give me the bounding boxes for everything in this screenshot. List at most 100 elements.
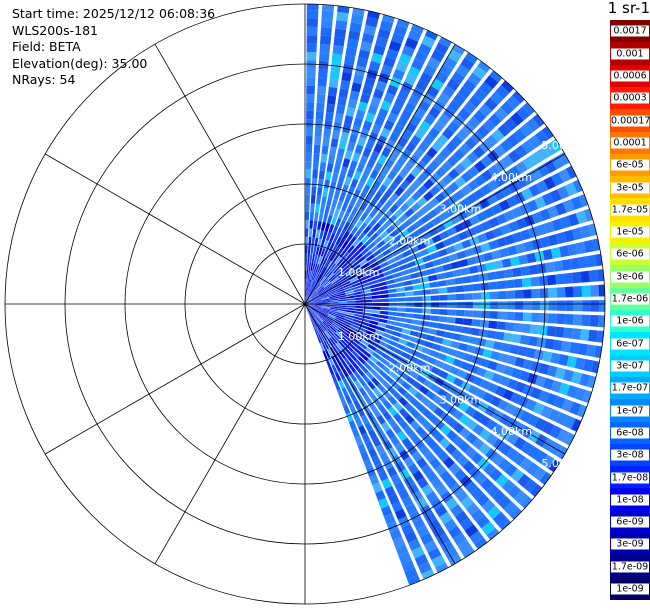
range-gate xyxy=(361,318,371,323)
range-gate xyxy=(344,115,354,126)
range-gate xyxy=(344,394,353,405)
range-gate xyxy=(305,270,307,279)
range-gate xyxy=(421,408,433,419)
range-gate xyxy=(532,114,545,127)
range-gate xyxy=(428,321,439,329)
range-gate xyxy=(329,233,335,243)
range-gate xyxy=(590,300,599,312)
range-gate xyxy=(500,185,513,198)
range-gate xyxy=(466,151,479,164)
range-gate xyxy=(428,106,441,119)
range-gate xyxy=(506,95,521,110)
range-gate xyxy=(327,86,338,97)
range-gate xyxy=(309,220,314,229)
range-gate xyxy=(539,236,551,248)
range-gate xyxy=(446,78,460,92)
range-gate xyxy=(493,189,506,202)
range-gate xyxy=(464,137,478,150)
range-gate xyxy=(389,203,399,214)
range-gate xyxy=(346,305,356,308)
range-gate xyxy=(534,417,547,431)
range-gate xyxy=(384,274,394,281)
range-gate xyxy=(450,234,461,244)
range-gate xyxy=(381,265,391,273)
range-gate xyxy=(420,396,432,407)
range-gate xyxy=(569,401,582,416)
range-gate xyxy=(487,360,498,371)
range-gate xyxy=(342,322,351,328)
range-gate xyxy=(391,163,402,174)
range-gate xyxy=(306,270,309,279)
range-gate xyxy=(367,390,377,401)
range-gate xyxy=(320,27,332,37)
range-gate xyxy=(399,202,410,213)
range-gate xyxy=(561,340,572,353)
range-gate xyxy=(336,288,345,293)
range-gate xyxy=(345,290,355,295)
range-gate xyxy=(321,308,330,312)
range-gate xyxy=(512,231,523,243)
range-gate xyxy=(365,139,375,150)
range-gate xyxy=(311,237,315,246)
range-gate xyxy=(339,219,346,229)
range-gate xyxy=(522,102,535,116)
range-gate xyxy=(330,335,338,344)
range-gate xyxy=(354,229,363,238)
range-gate xyxy=(408,431,420,443)
range-gate xyxy=(315,264,320,273)
range-gate xyxy=(435,71,449,84)
range-gate xyxy=(327,290,337,295)
range-gate xyxy=(367,380,376,390)
range-gate xyxy=(366,68,378,80)
range-gate xyxy=(415,402,426,413)
range-gate xyxy=(363,306,373,310)
range-gate xyxy=(305,194,310,204)
range-gate xyxy=(390,473,402,485)
range-gate xyxy=(364,333,374,340)
range-gate xyxy=(394,276,404,283)
range-gate xyxy=(388,302,398,307)
range-gate xyxy=(324,222,331,232)
range-gate xyxy=(536,146,550,161)
range-gate xyxy=(383,56,396,68)
range-gate xyxy=(399,449,410,461)
range-gate xyxy=(565,300,574,312)
range-gate xyxy=(338,308,347,312)
range-gate xyxy=(474,537,488,550)
range-gate xyxy=(316,286,324,293)
range-gate xyxy=(506,133,520,148)
range-gate xyxy=(548,300,557,311)
range-gate xyxy=(539,313,549,323)
range-gate xyxy=(492,227,504,238)
range-gate xyxy=(461,546,475,558)
range-gate xyxy=(509,256,520,267)
range-gate xyxy=(340,262,349,270)
range-gate xyxy=(306,85,315,95)
range-gate xyxy=(323,320,331,327)
range-gate xyxy=(582,300,591,312)
range-gate xyxy=(575,210,588,224)
range-gate xyxy=(375,373,384,383)
range-gate xyxy=(446,430,458,442)
range-gate xyxy=(428,227,439,237)
range-gate xyxy=(580,270,590,283)
range-gate xyxy=(440,540,455,554)
range-gate xyxy=(571,418,582,432)
range-gate xyxy=(450,135,463,148)
range-gate xyxy=(522,172,535,186)
range-gate xyxy=(596,269,605,282)
range-gate xyxy=(514,289,524,299)
range-gate xyxy=(423,133,435,146)
range-gate xyxy=(532,466,547,482)
range-gate xyxy=(543,142,557,157)
range-gate xyxy=(460,57,475,71)
range-gate xyxy=(362,85,373,96)
colorbar-label: 1.7e-05 xyxy=(611,204,649,216)
range-gate xyxy=(349,373,358,383)
range-gate xyxy=(534,196,547,209)
range-gate xyxy=(445,245,456,255)
range-gate xyxy=(338,192,346,202)
range-gate xyxy=(519,203,531,216)
range-gate xyxy=(412,284,422,290)
range-gate xyxy=(333,266,341,274)
